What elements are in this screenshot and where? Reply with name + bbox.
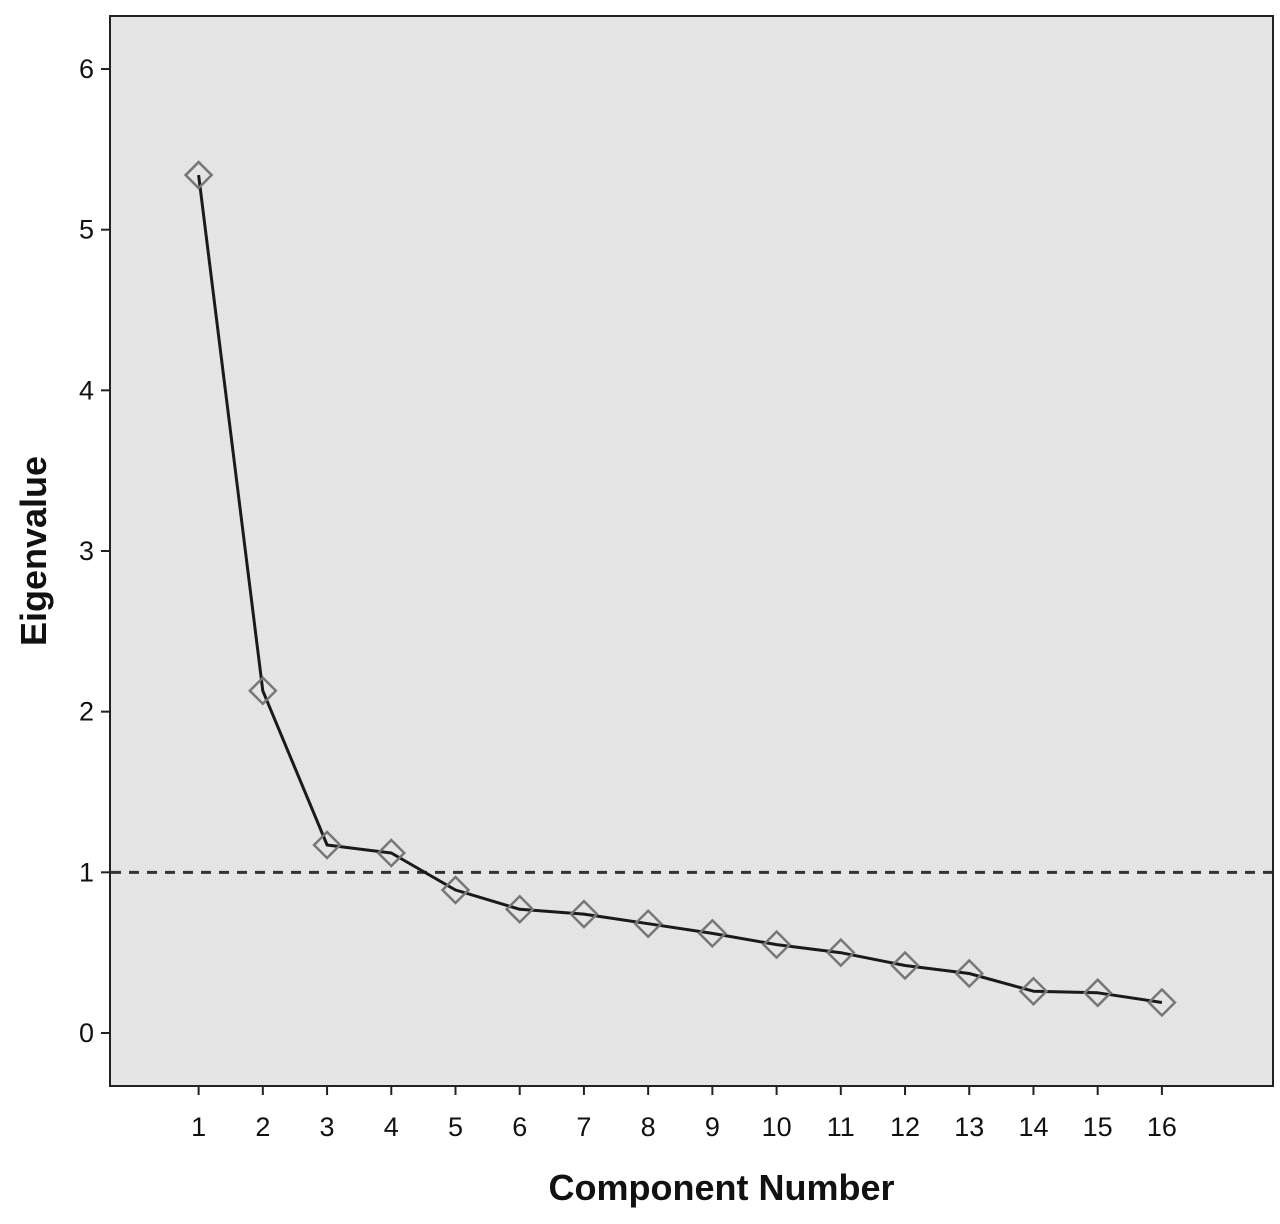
x-tick-label: 10 (762, 1112, 792, 1142)
data-point-marker (376, 838, 407, 868)
data-point-marker (890, 950, 920, 981)
x-tick-label: 15 (1083, 1112, 1113, 1142)
x-tick-label: 14 (1018, 1112, 1048, 1142)
x-tick-label: 12 (890, 1112, 920, 1142)
series-markers (183, 160, 1177, 1018)
x-axis: 1 2 3 4 5 6 7 8 9 10 11 12 13 14 15 16 (191, 1086, 1177, 1142)
data-point-marker (761, 929, 792, 960)
data-point-marker (1082, 978, 1113, 1008)
x-tick-label: 7 (576, 1112, 591, 1142)
y-tick-label: 6 (79, 54, 94, 84)
x-tick-label: 13 (954, 1112, 984, 1142)
data-point-marker (697, 918, 728, 949)
x-tick-label: 4 (384, 1112, 399, 1142)
x-tick-label: 6 (512, 1112, 527, 1142)
data-point-marker (248, 676, 278, 706)
y-tick-label: 5 (79, 215, 94, 245)
x-tick-label: 9 (705, 1112, 720, 1142)
plot-area (109, 15, 1274, 1087)
data-point-marker (954, 958, 985, 989)
data-point-marker (183, 160, 214, 190)
y-tick-label: 4 (79, 375, 94, 405)
y-tick-label: 2 (79, 697, 94, 727)
y-axis: 0 1 2 3 4 5 6 (79, 54, 110, 1048)
x-tick-label: 8 (641, 1112, 656, 1142)
data-point-marker (569, 899, 599, 929)
data-point-marker (312, 830, 342, 860)
y-tick-label: 1 (79, 857, 94, 887)
x-tick-label: 16 (1147, 1112, 1177, 1142)
y-tick-label: 0 (79, 1018, 94, 1048)
data-point-marker (440, 875, 471, 905)
x-tick-label: 2 (255, 1112, 270, 1142)
data-point-marker (1147, 987, 1177, 1018)
data-point-marker (1018, 976, 1049, 1006)
x-tick-label: 11 (827, 1112, 855, 1142)
x-tick-label: 3 (320, 1112, 335, 1142)
data-point-marker (826, 937, 856, 968)
data-point-marker (633, 908, 663, 939)
y-axis-title: Eigenvalue (13, 456, 54, 646)
series-line (197, 174, 1163, 1004)
x-axis-title: Component Number (549, 1167, 895, 1208)
x-tick-label: 5 (448, 1112, 463, 1142)
y-tick-label: 3 (79, 536, 94, 566)
x-tick-label: 1 (191, 1112, 206, 1142)
data-point-marker (504, 894, 535, 925)
